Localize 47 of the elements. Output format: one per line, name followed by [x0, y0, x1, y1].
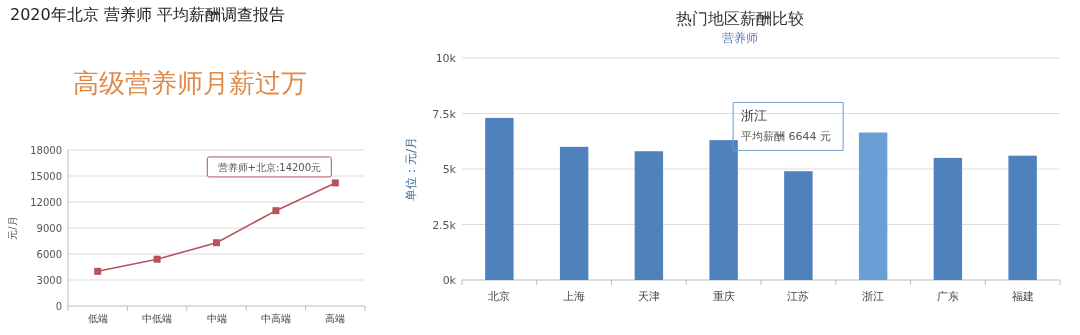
bar: [709, 140, 738, 280]
bar: [634, 151, 664, 280]
x-tick-label: 中低端: [142, 313, 173, 324]
chart-subtitle: 高级营养师月薪过万: [73, 68, 307, 98]
bar: [559, 146, 589, 280]
x-tick-label: 中端: [206, 313, 227, 324]
y-tick-label: 5k: [442, 163, 457, 176]
annotation: 营养师+北京:14200元: [217, 161, 322, 173]
x-tick-label: 高端: [325, 313, 346, 324]
y-tick-label: 3000: [36, 275, 62, 286]
y-tick-label: 18000: [30, 145, 62, 156]
y-tick-label: 9000: [36, 223, 62, 234]
x-tick-label: 广东: [936, 290, 959, 303]
x-tick-label: 低端: [87, 313, 108, 324]
point: [94, 267, 102, 275]
y-axis-title: 单位：元/月: [404, 136, 418, 202]
x-tick-label: 重庆: [712, 290, 735, 303]
point: [272, 207, 280, 215]
y-tick-label: 6000: [36, 249, 62, 260]
bar: [485, 117, 514, 280]
chart-title: 2020年北京 营养师 平均薪酬调查报告: [10, 5, 285, 24]
annotation: 浙江: [741, 108, 768, 124]
x-tick-label: 浙江: [862, 290, 885, 303]
x-tick-label: 上海: [563, 290, 586, 303]
y-tick-label: 7.5k: [432, 107, 457, 121]
point: [331, 179, 339, 187]
bar: [858, 132, 888, 280]
point: [153, 255, 161, 263]
y-axis-title: 元/月: [7, 216, 18, 240]
bar: [933, 157, 963, 280]
annotation: 平均薪酬 6644 元: [741, 130, 832, 144]
y-tick-label: 12000: [30, 197, 62, 208]
chart-title: 热门地区薪酬比较: [676, 9, 804, 28]
x-tick-label: 江苏: [787, 290, 810, 303]
y-tick-label: 2.5k: [432, 218, 457, 232]
x-tick-label: 福建: [1011, 290, 1034, 303]
y-tick-label: 15000: [30, 171, 62, 182]
y-tick-label: 0k: [442, 274, 457, 287]
x-tick-label: 天津: [637, 290, 660, 303]
y-tick-label: 0: [55, 301, 62, 312]
y-tick-label: 10k: [435, 52, 457, 65]
bar: [784, 171, 813, 280]
chart-subtitle: 营养师: [722, 31, 758, 45]
x-tick-label: 中高端: [260, 313, 291, 324]
point: [213, 239, 220, 247]
bar: [1008, 155, 1037, 280]
x-tick-label: 北京: [488, 290, 511, 303]
